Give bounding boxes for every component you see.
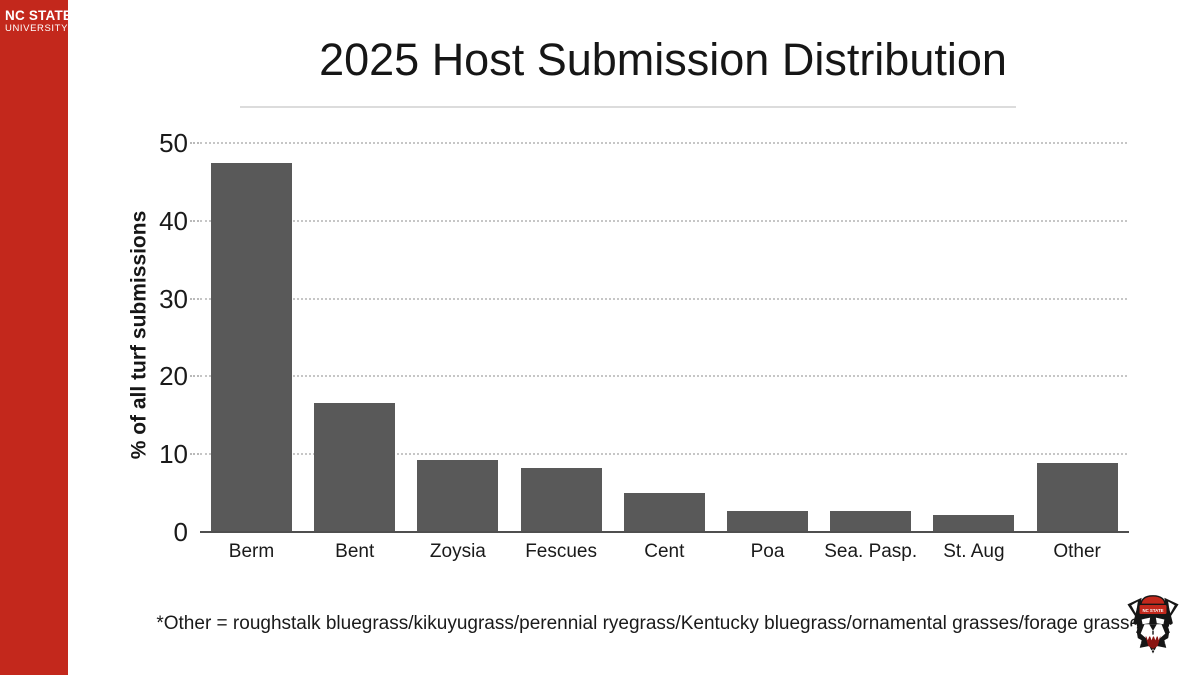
y-tick-label-40: 40 [159,205,188,236]
gridline-40 [200,219,1127,222]
y-tick-label-0: 0 [173,517,188,547]
brand-wordmark-nc-state: NC STATE [5,8,73,23]
y-tick-mark-20 [190,375,199,378]
bar-poa [727,510,808,531]
nc-state-brand-sidebar: NC STATE UNIVERSITY [0,0,72,675]
x-axis-line [200,531,1129,533]
x-axis-label-1: Bent [335,541,375,562]
y-tick-label-30: 30 [159,283,188,314]
gridline-20 [200,375,1127,378]
wolf-mascot-logo-icon: NC STATE [1126,595,1180,654]
y-tick-label-10: 10 [159,439,188,470]
brand-wordmark-university: UNIVERSITY [5,23,69,34]
x-axis-label-6: Sea. Pasp. [824,541,918,562]
x-axis-label-2: Zoysia [429,541,486,562]
y-tick-label-50: 50 [159,128,188,158]
bar-berm [211,163,292,531]
title-underline [240,106,1016,108]
x-axis-label-7: St. Aug [943,541,1005,562]
gridline-50 [200,142,1127,144]
x-axis-label-0: Berm [228,541,275,562]
x-axis-label-4: Cent [644,541,685,562]
y-tick-mark-50 [190,142,199,144]
bar-bent [314,403,396,531]
gridline-10 [200,453,1127,456]
x-axis-label-8: Other [1053,541,1101,562]
y-tick-mark-10 [190,453,199,456]
bar-other [1036,463,1118,531]
x-axis-label-3: Fescues [525,541,597,562]
wolf-cap-text: NC STATE [1142,608,1163,613]
bar-zoysia [417,460,499,531]
y-tick-label-20: 20 [159,361,188,392]
chart-title: 2025 Host Submission Distribution [319,34,1007,85]
y-tick-mark-30 [190,297,199,300]
footnote-other-definition: *Other = roughstalk bluegrass/kikuyugras… [156,613,1150,634]
x-axis-label-5: Poa [750,541,785,562]
bar-fescues [520,467,602,531]
gridline-30 [200,297,1127,300]
bar-cent [623,492,705,531]
bar-sea-pasp- [830,510,912,531]
y-tick-mark-40 [190,219,199,222]
bar-st-aug [933,514,1015,531]
